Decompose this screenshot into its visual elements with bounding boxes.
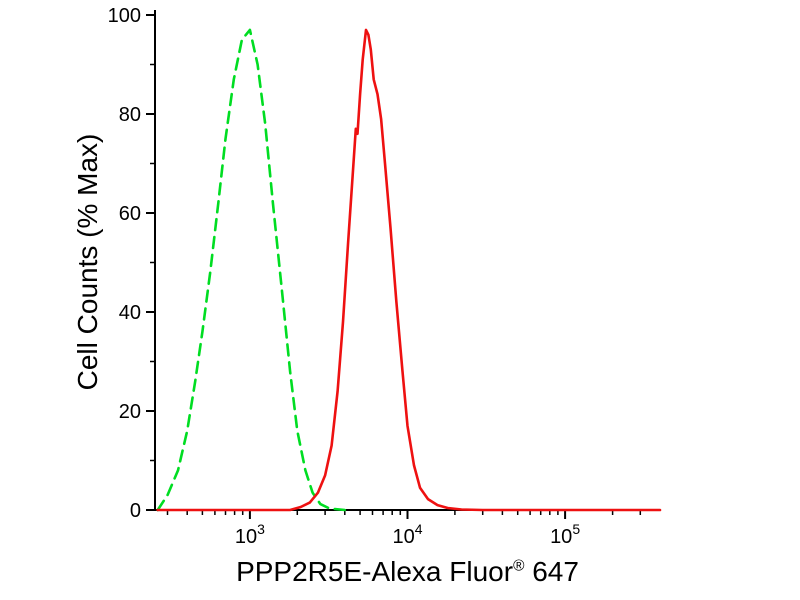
y-axis-title: Cell Counts (% Max) xyxy=(72,133,103,391)
y-tick-label: 20 xyxy=(119,401,141,423)
x-axis-title: PPP2R5E-Alexa Fluor® 647 xyxy=(155,556,660,588)
x-tick-label: 105 xyxy=(550,521,580,548)
x-tick-label: 104 xyxy=(392,521,422,548)
x-axis-title-text: PPP2R5E-Alexa Fluor xyxy=(236,556,514,587)
y-tick-label: 60 xyxy=(119,203,141,225)
series-negative-control-line xyxy=(156,28,347,512)
x-axis-title-suffix: 647 xyxy=(524,556,579,587)
x-tick-label: 103 xyxy=(235,521,265,548)
series-ppp2r5e-stained-line xyxy=(156,28,662,512)
y-tick-label: 40 xyxy=(119,302,141,324)
y-tick-label: 100 xyxy=(108,5,141,27)
y-tick-label: 80 xyxy=(119,104,141,126)
registered-trademark-icon: ® xyxy=(513,557,525,575)
y-tick-label: 0 xyxy=(130,500,141,522)
